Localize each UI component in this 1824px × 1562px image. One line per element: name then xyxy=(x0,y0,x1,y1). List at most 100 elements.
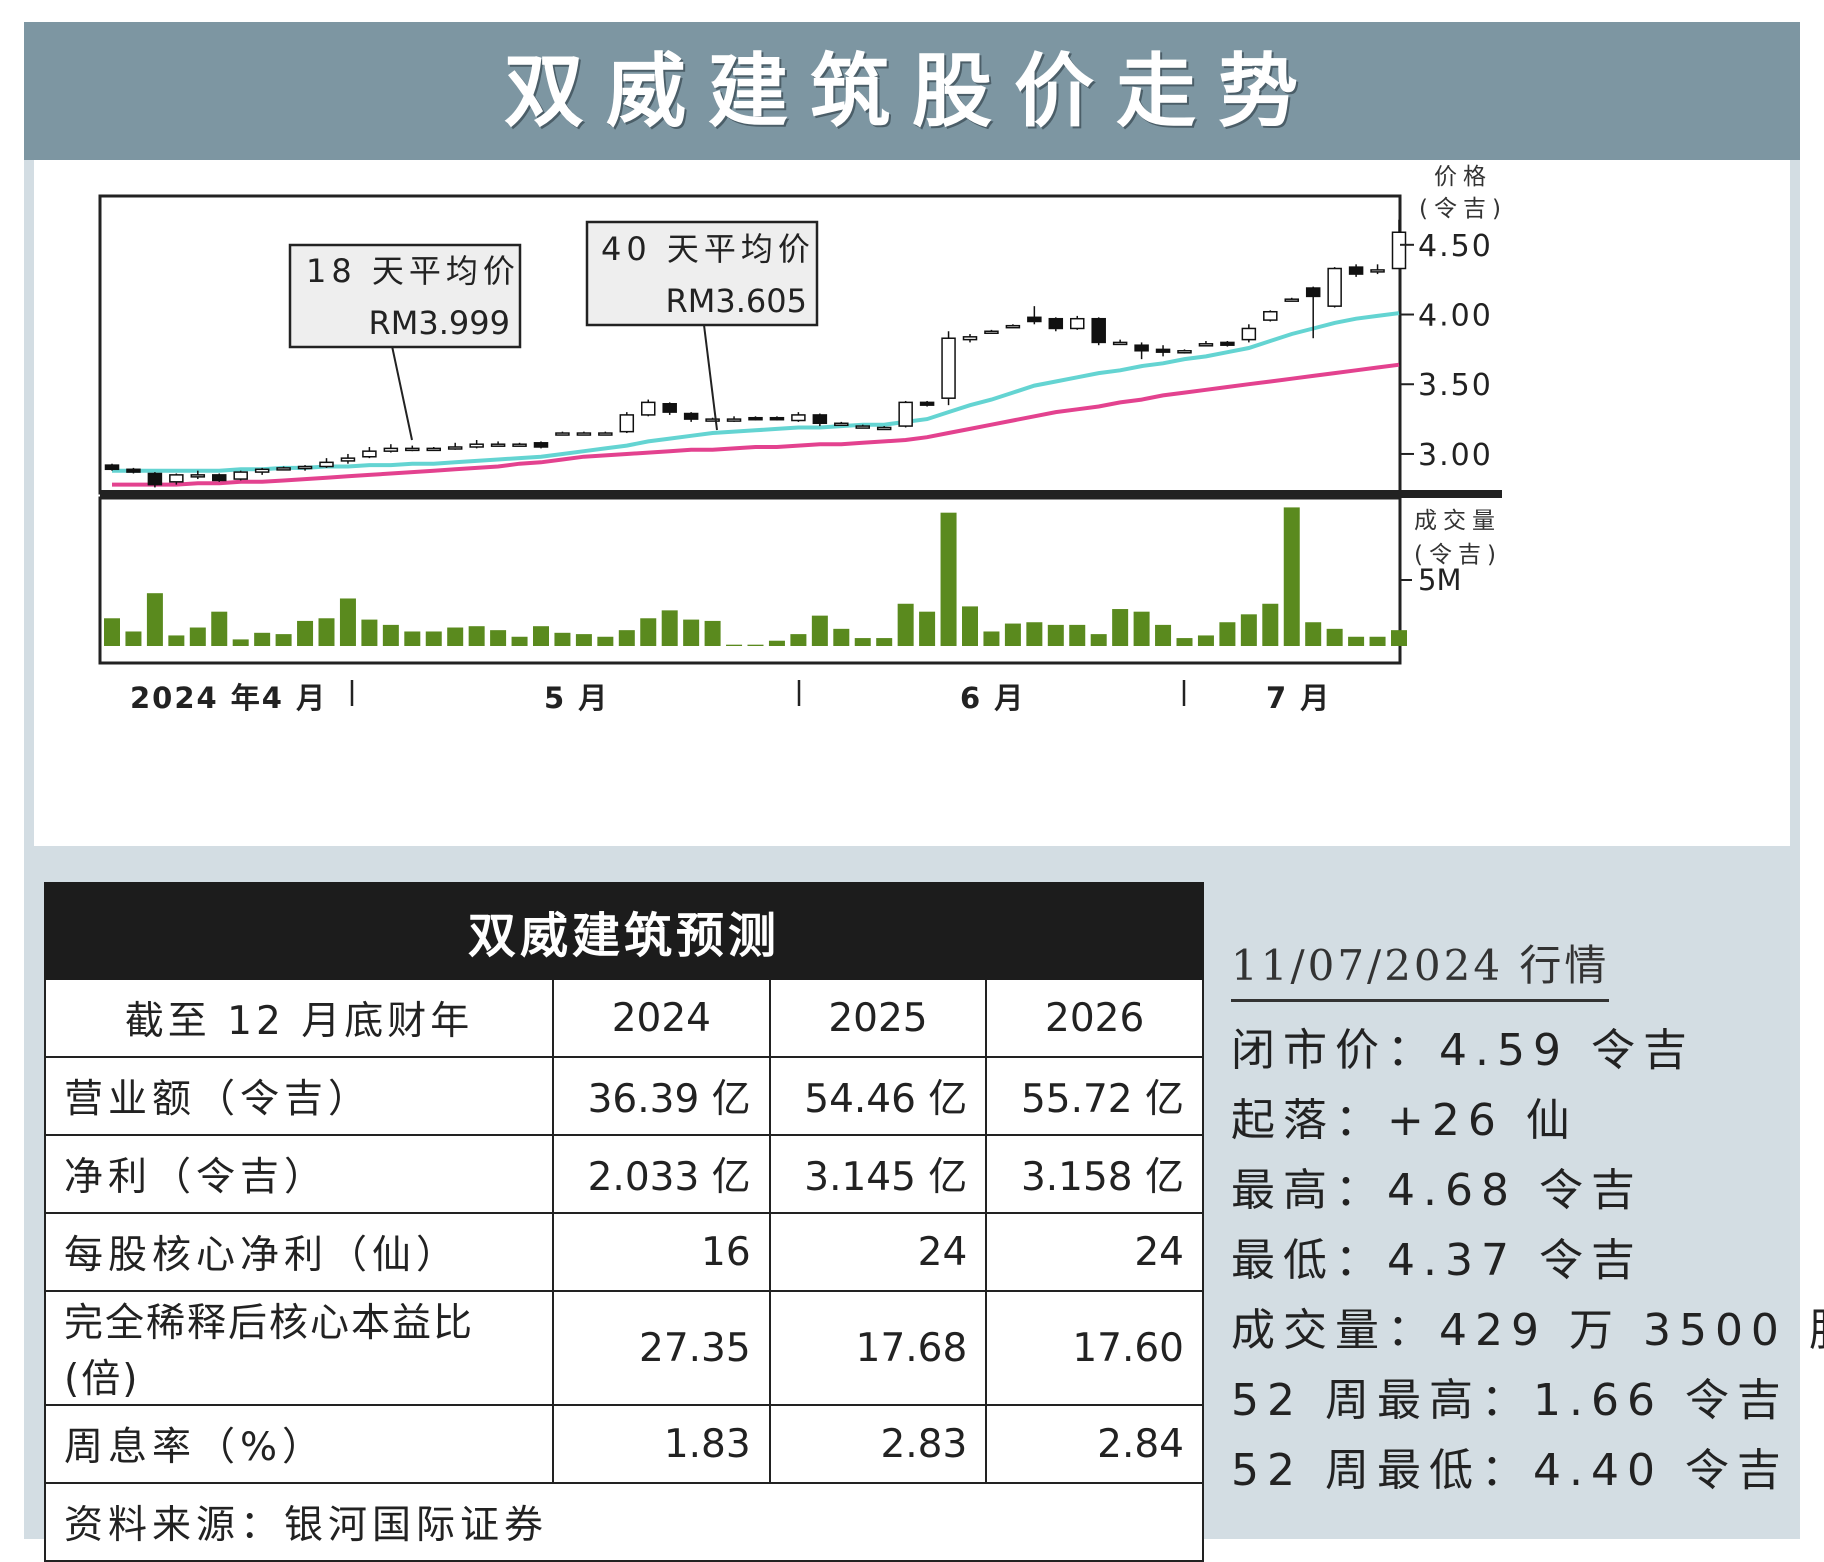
volume-bar xyxy=(211,611,228,646)
volume-bar xyxy=(683,619,700,646)
table-cell: 2.83 xyxy=(768,1404,988,1484)
volume-bar xyxy=(425,631,442,646)
volume-bar xyxy=(1283,507,1300,646)
header-fiscal-year: 截至 12 月底财年 xyxy=(44,978,554,1058)
candle-body xyxy=(683,412,699,420)
volume-bar xyxy=(404,631,421,646)
candle-body xyxy=(769,416,785,421)
volume-bar xyxy=(1155,624,1172,646)
candle-body xyxy=(1305,287,1321,298)
candle xyxy=(383,444,399,453)
table-row: 周息率（%） 1.83 2.83 2.84 xyxy=(44,1404,1204,1484)
table-cell: 24 xyxy=(768,1212,988,1292)
row-label: 净利（令吉） xyxy=(44,1134,554,1214)
candle-body xyxy=(1370,269,1385,273)
candle xyxy=(876,426,892,431)
volume-bar xyxy=(790,634,807,646)
candle xyxy=(1370,264,1385,275)
table-cell: 54.46 亿 xyxy=(768,1056,988,1136)
candle-body xyxy=(705,418,720,422)
volume-bar xyxy=(533,626,549,646)
candle xyxy=(1198,341,1214,347)
volume-bar xyxy=(468,626,485,646)
table-row: 每股核心净利（仙） 16 24 24 xyxy=(44,1212,1204,1292)
candle-body xyxy=(791,414,806,422)
quote-date: 11/07/2024 行情 xyxy=(1231,932,1610,1002)
volume-bars xyxy=(104,507,1407,646)
candle xyxy=(812,413,828,427)
candle-body xyxy=(1005,324,1021,329)
candle-body xyxy=(512,443,527,447)
candle xyxy=(1112,339,1128,346)
candle xyxy=(748,416,763,421)
stock-chart: 价格 (令吉) 4.50 4.00 3.50 3.00 成交量 (令吉) 5M 18 … xyxy=(98,164,1502,715)
volume-bar xyxy=(318,618,335,646)
table-cell: 17.68 xyxy=(768,1290,988,1406)
volume-bar xyxy=(1133,611,1150,646)
volume-bar xyxy=(640,618,657,646)
candle xyxy=(1027,306,1042,325)
volume-bar xyxy=(811,615,828,646)
infographic-frame: 双威建筑股价走势 价格 (令吉) 4.50 4.00 3.50 3.00 成交量 (令… xyxy=(24,22,1824,1562)
candle-body xyxy=(748,416,763,421)
candle xyxy=(834,421,849,427)
candle xyxy=(1220,341,1235,347)
candle xyxy=(662,402,677,415)
candle-body xyxy=(319,461,334,468)
volume-bar xyxy=(1326,628,1343,646)
candle-body xyxy=(834,422,849,427)
candle-body xyxy=(1048,317,1064,330)
candle-body xyxy=(1220,341,1235,346)
candle xyxy=(619,412,635,434)
volume-bar xyxy=(1026,622,1043,646)
volume-bar xyxy=(490,630,507,646)
candle-body xyxy=(855,425,870,429)
volume-axis-title: 成交量 xyxy=(1414,508,1501,534)
quote-52w-low: 52 周最低：4.40 令吉 xyxy=(1231,1445,1789,1496)
row-label: 周息率（%） xyxy=(44,1404,554,1484)
candle-body xyxy=(533,442,549,448)
candle xyxy=(1348,264,1364,277)
candle-body xyxy=(254,468,270,473)
table-cell: 2.033 亿 xyxy=(552,1134,771,1214)
volume-bar xyxy=(232,639,249,646)
volume-bar xyxy=(1197,635,1214,646)
volume-bar xyxy=(447,627,464,646)
volume-bar xyxy=(1112,609,1129,646)
candle-body xyxy=(1348,266,1364,275)
volume-bar xyxy=(189,627,206,646)
volume-axis-unit: (令吉) xyxy=(1414,542,1502,568)
price-tick-label: 3.00 xyxy=(1418,438,1493,473)
candle-body xyxy=(619,414,635,433)
candle xyxy=(1284,297,1299,302)
source-note: 资料来源：银河国际证券 xyxy=(44,1482,1204,1562)
candle-body xyxy=(233,471,248,480)
volume-bar xyxy=(1004,623,1021,646)
candle xyxy=(340,453,356,464)
candle xyxy=(233,470,248,481)
volume-bar xyxy=(854,638,871,646)
candle xyxy=(791,412,806,422)
candle-body xyxy=(1155,348,1171,353)
volume-bar xyxy=(962,606,978,646)
candle xyxy=(1391,219,1407,270)
volume-bar xyxy=(1391,630,1407,646)
candle xyxy=(469,440,484,449)
volume-bar xyxy=(704,620,721,646)
volume-bar xyxy=(983,631,1000,646)
candle xyxy=(362,446,377,459)
table-cell: 27.35 xyxy=(552,1290,771,1406)
candle-body xyxy=(126,468,141,473)
price-tick-label: 4.00 xyxy=(1418,299,1493,334)
price-tick-label: 3.50 xyxy=(1418,368,1493,403)
candle xyxy=(190,470,206,480)
volume-bar xyxy=(339,598,356,646)
candle xyxy=(1241,324,1257,343)
volume-bar xyxy=(876,638,893,646)
candle-body xyxy=(598,432,613,436)
ma40-callout-pointer xyxy=(703,324,718,431)
candle xyxy=(147,472,163,488)
table-cell: 24 xyxy=(985,1212,1204,1292)
volume-bar xyxy=(1219,622,1236,646)
volume-bar xyxy=(382,624,399,646)
